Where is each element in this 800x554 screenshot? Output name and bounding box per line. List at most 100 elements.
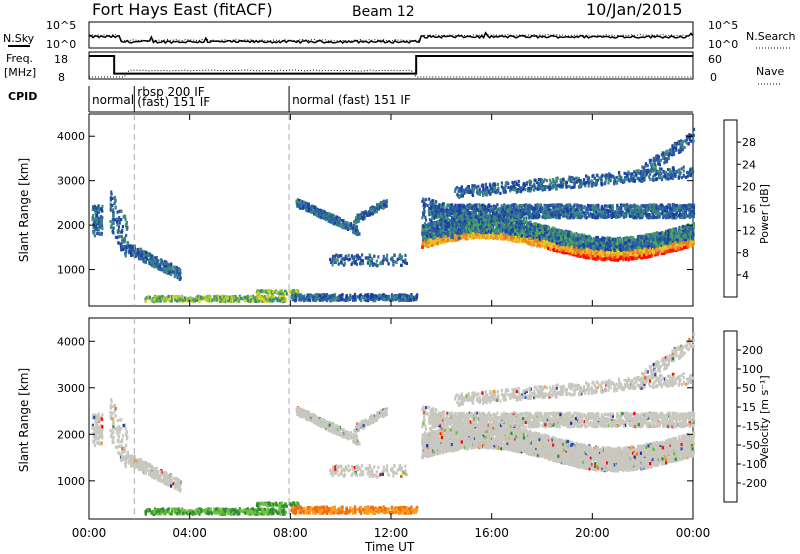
power-cell [312,208,315,212]
power-panel: Slant Range [km] [17,113,696,307]
power-cell [192,298,195,302]
power-cell [156,266,159,271]
power-cell [160,268,163,272]
power-cell [174,270,177,274]
power-cell [227,299,231,303]
power-cell [175,296,178,300]
power-cell [366,299,370,303]
power-cell [94,218,97,222]
power-cell [261,299,264,303]
power-cell [327,297,330,301]
power-cell [148,261,151,265]
power-cell [339,260,342,264]
power-cell [311,294,314,298]
power-cell [94,211,97,215]
power-cell [109,208,112,212]
power-cell [123,247,126,251]
power-cell [294,293,297,297]
power-cell [217,294,220,298]
power-cell [386,296,390,300]
power-cell [251,299,254,303]
power-cell [398,255,401,259]
noise-right-tick-bottom: 10^0 [708,38,738,51]
power-cell [115,220,119,224]
power-cell [338,254,341,258]
power-cell [323,297,326,302]
power-cell [306,295,309,300]
power-cell [100,231,103,235]
power-cell [112,231,115,235]
nave-right-tick-bottom: 0 [710,71,717,84]
power-cell [118,221,121,225]
power-cell [375,295,378,299]
power-cell [295,199,298,203]
power-cell [120,234,123,239]
power-cell [407,297,410,301]
power-cell [168,271,171,275]
power-cell [321,296,324,300]
power-cell [465,233,468,237]
power-cell [158,296,161,300]
power-cell [369,262,372,266]
power-cell [364,211,367,215]
power-cell [262,297,265,301]
power-cell [353,255,356,259]
power-cell [354,229,358,233]
power-cell [134,253,137,257]
power-cell [336,216,339,220]
power-cell [112,226,115,230]
power-cell [358,297,361,301]
power-cell [118,219,121,223]
power-cell [345,295,348,299]
power-cell [339,294,342,298]
power-cell [376,202,379,207]
power-cell [164,270,168,274]
power-cell [119,230,122,234]
power-cell [93,230,96,234]
power-cell [344,255,347,259]
power-cell [369,296,373,300]
power-cell [268,291,271,295]
power-cell [207,299,210,303]
power-cell [267,291,270,295]
power-cell [116,210,119,214]
power-cell [373,295,376,299]
power-cell [93,234,96,238]
power-cell [410,293,413,297]
power-cell [336,296,339,300]
power-cell [165,269,168,273]
power-cell [166,271,169,275]
power-cell [299,293,302,297]
power-cell [226,296,229,300]
power-cell [163,262,166,266]
power-cell [125,234,128,238]
power-cell [173,265,176,269]
power-cell [400,295,403,299]
power-cell [125,245,128,249]
power-cell [120,248,123,252]
power-cell [242,295,245,300]
date-label: 10/Jan/2015 [586,0,683,19]
power-cell [172,295,175,299]
power-cell [328,214,331,218]
power-cell [182,298,185,302]
power-cell [416,293,419,297]
power-cell [369,293,373,297]
power-cell [160,259,163,263]
power-cell [316,207,319,212]
power-cell [390,293,393,297]
power-cell [310,208,313,212]
power-cell [92,217,95,221]
power-cell [156,259,160,263]
nave-line [89,69,693,78]
power-cell [180,295,183,299]
power-cell [318,298,321,302]
power-cell [110,192,113,196]
power-cell [379,262,382,266]
power-cell [92,225,95,229]
power-cell [410,298,413,302]
power-cell [111,208,114,212]
power-cell [324,297,327,301]
power-cell [298,296,301,300]
